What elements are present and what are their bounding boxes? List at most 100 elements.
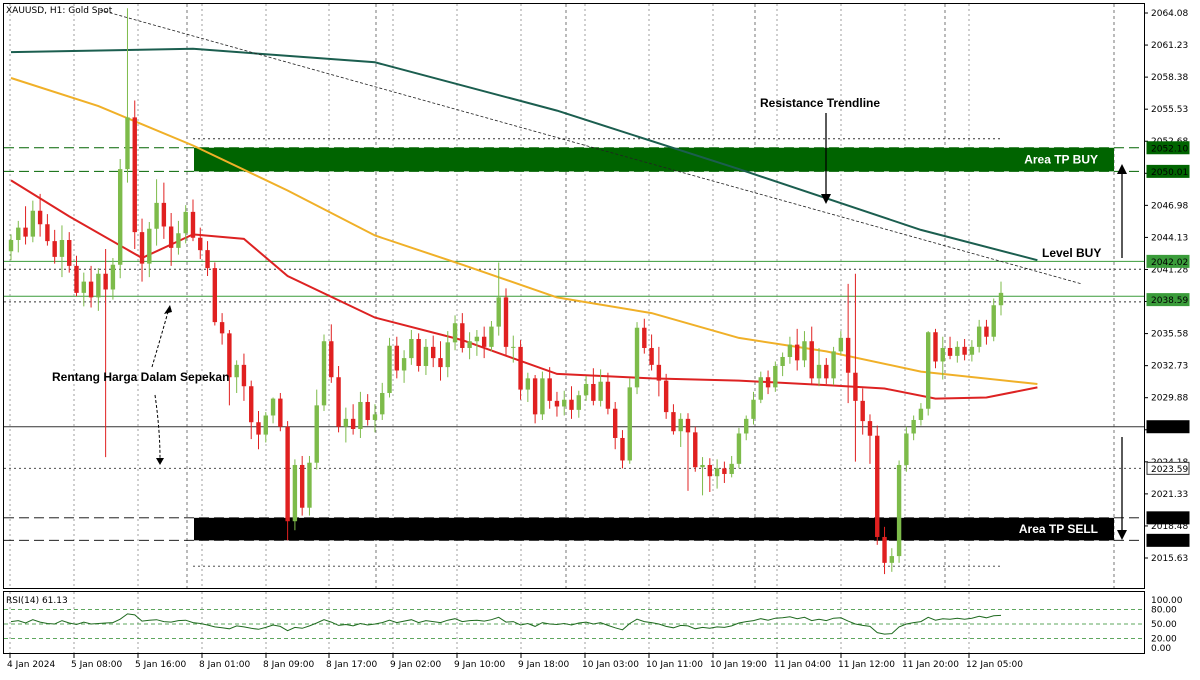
candle-body (176, 233, 181, 248)
candle-body (467, 341, 472, 348)
candle-body (598, 381, 603, 401)
rsi-tick-label: 100.00 (1151, 596, 1183, 606)
candle-body (562, 399, 567, 407)
candle-body (234, 364, 239, 378)
candle-body (984, 326, 989, 337)
rsi-tick-label: 50.00 (1151, 620, 1177, 630)
candle-body (845, 337, 851, 373)
candle-body (765, 377, 771, 388)
zone-label: Area TP SELL (1019, 522, 1098, 536)
candle-body (96, 273, 101, 298)
time-tick-label: 8 Jan 09:00 (263, 660, 315, 670)
candle-body (591, 383, 596, 401)
price-box (1146, 420, 1190, 434)
candle-body (998, 292, 1004, 306)
price-panel-frame (3, 3, 1145, 589)
candle-body (227, 333, 232, 378)
buy-range-arrow-head (1117, 164, 1127, 174)
candle-body (380, 392, 385, 415)
candle-body (59, 239, 65, 257)
candle-body (365, 401, 370, 420)
candle-body (67, 239, 72, 266)
candle-body (423, 346, 429, 366)
candle-body (787, 344, 793, 357)
price-box-label: 2019.18 (1151, 514, 1188, 524)
candle-body (139, 232, 145, 264)
price-box (1146, 511, 1190, 525)
candle-body (299, 464, 305, 508)
candle-body (693, 432, 698, 468)
candle-body (474, 336, 480, 342)
time-tick-label: 8 Jan 17:00 (326, 660, 378, 670)
candle-body (904, 433, 909, 465)
candle-body (678, 418, 683, 432)
price-box-label: 2050.01 (1151, 168, 1188, 178)
candle-body (955, 346, 960, 356)
candle-body (336, 377, 341, 427)
title: XAUUSD, H1: Gold Spot (6, 6, 113, 16)
candle-body (489, 326, 494, 347)
candle-body (205, 250, 210, 269)
candle-body (685, 418, 691, 433)
rsi-indicator (4, 609, 1144, 639)
candle-body (926, 332, 931, 409)
candle-body (74, 265, 79, 293)
candle-body (518, 346, 523, 390)
grid (9, 4, 1115, 653)
axes: 2064.082061.232058.382055.532052.682049.… (7, 9, 1188, 670)
candle-body (45, 224, 50, 242)
candle-body (714, 468, 720, 477)
price-tick-label: 2046.98 (1151, 201, 1188, 211)
candle-body (824, 364, 829, 379)
zone-label: Area TP BUY (1024, 153, 1098, 167)
price-box-label: 2027.28 (1151, 423, 1188, 433)
candle-body (394, 345, 400, 371)
time-tick-label: 4 Jan 2024 (7, 660, 55, 670)
price-box-label: 2038.59 (1151, 296, 1188, 306)
candle-body (882, 536, 887, 563)
candle-body (132, 117, 137, 233)
sell-range-arrow-head (1117, 530, 1127, 540)
candle-body (241, 364, 247, 387)
candle-body (511, 346, 516, 348)
candle-body (387, 345, 392, 393)
candle-body (438, 358, 443, 368)
candle-body (642, 327, 647, 348)
candle-body (30, 210, 36, 237)
candle-body (576, 395, 581, 410)
price-tick-label: 2055.53 (1151, 105, 1188, 115)
rsi-tick-label: 20.00 (1151, 634, 1177, 644)
candle-body (409, 338, 414, 359)
time-tick-label: 12 Jan 05:00 (966, 660, 1023, 670)
time-tick-label: 5 Jan 08:00 (71, 660, 123, 670)
candle-body (758, 377, 763, 400)
candle-body (445, 342, 450, 368)
rsi-panel-frame (3, 591, 1145, 654)
candle-body (867, 421, 873, 436)
price-tick-label: 2029.88 (1151, 394, 1188, 404)
candle-body (321, 341, 327, 406)
annotation-weekly-range: Rentang Harga Dalam Sepekan (52, 370, 229, 384)
candle-body (358, 401, 363, 429)
candle-body (605, 381, 611, 409)
candle-body (263, 415, 268, 435)
price-box-label: 2052.10 (1151, 144, 1188, 154)
price-box (1146, 254, 1190, 268)
candle-body (431, 346, 436, 359)
candle-body (525, 378, 531, 390)
price-box (1146, 533, 1190, 547)
candle-body (794, 344, 800, 361)
time-tick-label: 11 Jan 04:00 (774, 660, 831, 670)
price-box-label: 2017.16 (1151, 537, 1188, 547)
candle-body (81, 281, 86, 293)
candle-body (460, 323, 465, 348)
candle-body (802, 341, 807, 361)
candle-body (860, 400, 865, 422)
time-tick-label: 9 Jan 18:00 (518, 660, 570, 670)
moving-average-line (10, 77, 1038, 385)
range-arrow-down-head (156, 458, 164, 465)
candle-body (125, 117, 130, 170)
range-arrow-up-head (164, 305, 172, 314)
time-tick-label: 10 Jan 03:00 (582, 660, 639, 670)
